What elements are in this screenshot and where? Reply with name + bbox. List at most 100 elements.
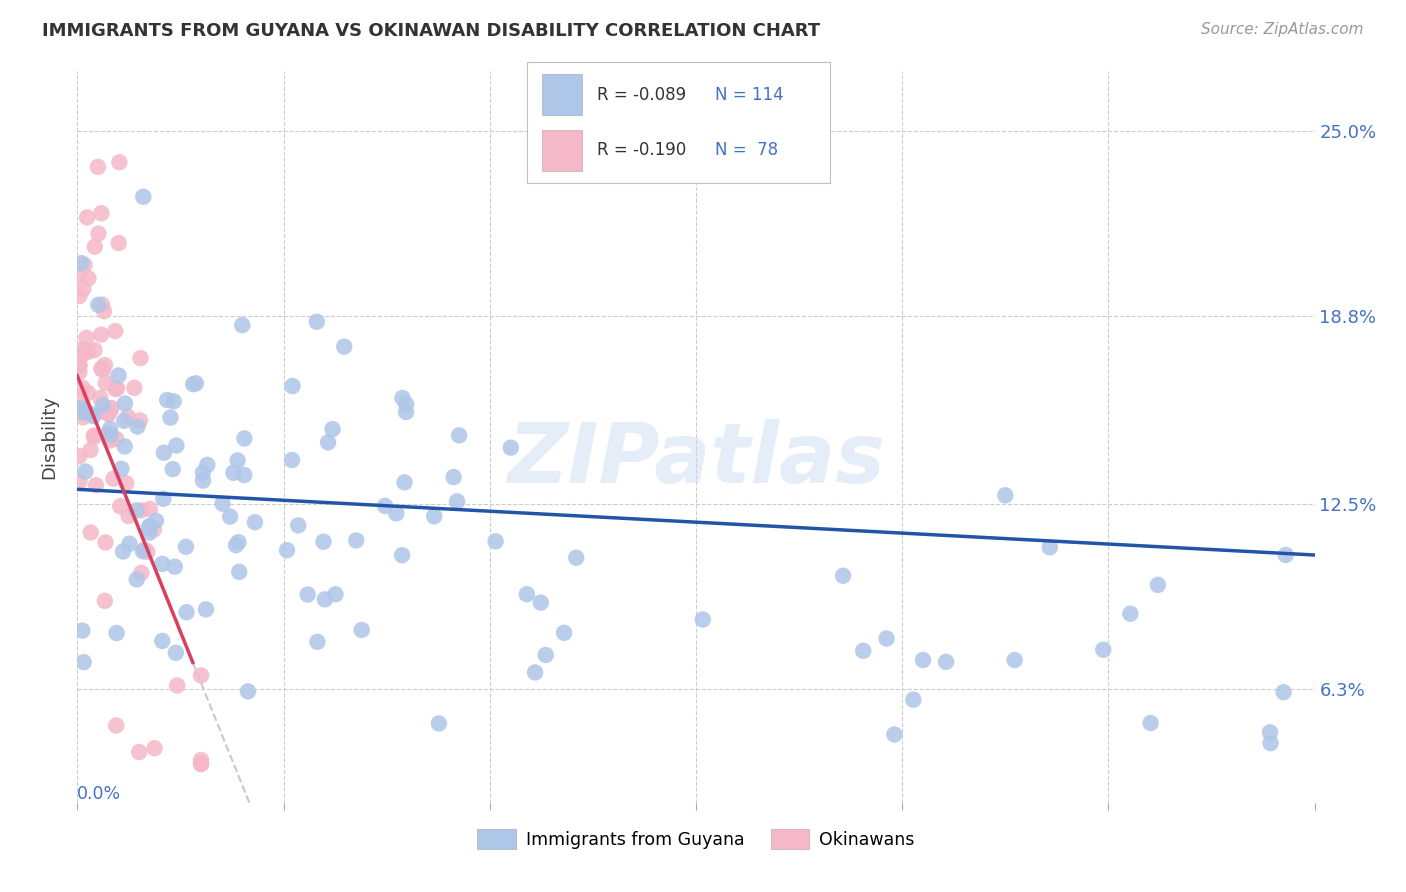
Text: N = 114: N = 114 [714,86,783,104]
Point [108,155,131,169]
Point [1258,725,1281,739]
Point [994,488,1017,502]
Point [211,497,233,511]
Point [98,422,121,436]
Point [553,625,575,640]
Point [132,544,155,558]
Point [105,432,128,446]
Point [98,434,121,448]
Point [145,514,167,528]
Text: N =  78: N = 78 [714,141,778,160]
Point [307,635,329,649]
Point [105,718,128,732]
Point [98,428,121,442]
Point [67,359,90,373]
Point [156,392,179,407]
Point [70,401,93,415]
Point [243,515,266,529]
Point [1274,548,1296,562]
Point [449,428,471,442]
Point [75,465,97,479]
Point [124,381,146,395]
Point [77,344,100,359]
Point [832,568,855,582]
Point [165,438,187,452]
Point [94,376,117,390]
Point [163,394,186,409]
Bar [543,130,582,171]
Point [90,361,112,376]
Point [77,385,100,400]
Point [883,727,905,741]
Point [79,407,101,421]
Point [374,499,396,513]
Point [150,557,173,571]
Text: R = -0.190: R = -0.190 [596,141,686,160]
Point [391,548,413,562]
Point [524,665,547,680]
Point [162,462,184,476]
Point [394,475,416,490]
Point [104,382,127,396]
Point [138,520,160,534]
Bar [543,75,582,115]
Point [131,566,153,580]
Point [114,396,136,410]
Point [100,427,122,442]
Point [77,271,100,285]
Point [114,440,136,454]
Point [90,327,112,342]
Point [181,377,204,392]
Point [91,404,114,418]
Point [72,282,94,296]
Point [67,359,90,373]
Point [312,534,335,549]
Point [446,494,468,508]
Point [191,466,214,480]
Point [281,379,304,393]
Point [72,624,94,638]
Point [184,376,207,391]
Point [1119,607,1142,621]
Point [70,391,93,405]
Point [165,646,187,660]
Point [350,623,373,637]
Point [159,410,181,425]
Point [73,346,96,360]
Point [163,559,186,574]
Point [876,632,898,646]
Point [72,342,94,356]
Point [94,535,117,549]
Point [87,160,110,174]
Point [118,537,141,551]
Point [142,523,165,537]
Point [70,256,93,270]
Point [233,468,256,483]
Point [1147,578,1170,592]
Point [75,331,97,345]
Point [852,644,875,658]
Point [132,190,155,204]
Point [228,535,250,549]
Point [153,446,176,460]
Point [72,410,94,425]
Text: Source: ZipAtlas.com: Source: ZipAtlas.com [1201,22,1364,37]
Point [297,588,319,602]
Text: ZIPatlas: ZIPatlas [508,418,884,500]
Point [67,365,90,379]
Point [73,655,96,669]
Point [97,407,120,421]
Point [73,258,96,272]
Point [76,211,98,225]
Point [316,435,339,450]
Point [67,449,90,463]
Point [499,441,522,455]
Point [190,753,212,767]
Point [692,612,714,626]
Point [91,297,114,311]
Point [138,525,160,540]
Point [305,315,328,329]
Point [100,401,122,415]
Point [443,470,465,484]
Point [105,626,128,640]
